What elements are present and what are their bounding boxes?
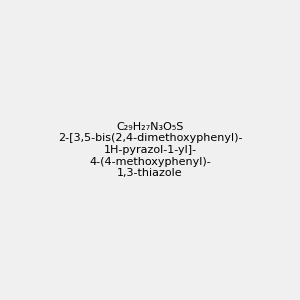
Text: C₂₉H₂₇N₃O₅S
2-[3,5-bis(2,4-dimethoxyphenyl)-
1H-pyrazol-1-yl]-
4-(4-methoxypheny: C₂₉H₂₇N₃O₅S 2-[3,5-bis(2,4-dimethoxyphen…: [58, 122, 242, 178]
